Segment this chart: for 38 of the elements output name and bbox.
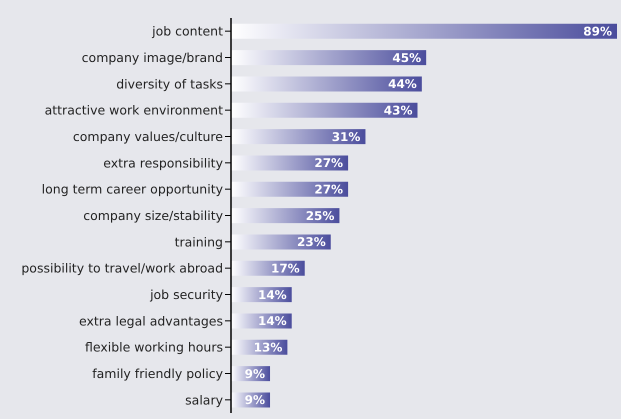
y-tick-label: extra responsibility	[103, 155, 224, 170]
data-label: 44%	[388, 77, 417, 92]
bar	[231, 129, 366, 144]
bar	[231, 24, 617, 39]
bar	[231, 102, 418, 118]
y-tick-label: job content	[151, 24, 224, 39]
data-label: 9%	[244, 366, 266, 381]
data-label: 13%	[254, 340, 282, 355]
data-label: 14%	[258, 288, 287, 302]
data-label: 31%	[332, 130, 360, 144]
y-tick-label: attractive work environment	[44, 102, 224, 118]
y-tick-label: diversity of tasks	[116, 76, 223, 92]
y-tick-label: extra legal advantages	[78, 313, 223, 328]
y-tick-label: possibility to travel/work abroad	[21, 260, 223, 276]
y-tick-label: training	[174, 234, 223, 250]
bar	[231, 50, 426, 66]
bar	[231, 76, 422, 92]
y-tick-label: company image/brand	[82, 50, 223, 65]
y-tick-label: company values/culture	[72, 128, 224, 144]
data-label: 27%	[314, 156, 344, 170]
bar	[231, 182, 348, 197]
data-label: 25%	[306, 208, 334, 223]
data-label: 43%	[384, 104, 412, 118]
y-tick-label: family friendly policy	[92, 366, 224, 381]
data-label: 45%	[392, 50, 422, 65]
data-label: 17%	[270, 262, 300, 276]
data-label: 23%	[297, 235, 326, 250]
data-label: 14%	[258, 314, 287, 328]
data-label: 89%	[583, 24, 612, 39]
y-tick-label: job security	[149, 286, 224, 302]
bar	[231, 208, 340, 224]
bar	[231, 155, 348, 170]
y-tick-label: salary	[185, 392, 224, 408]
data-label: 9%	[244, 393, 266, 408]
y-tick-label: flexible working hours	[85, 340, 223, 355]
y-tick-label: company size/stability	[83, 208, 224, 223]
data-label: 27%	[314, 182, 344, 197]
y-tick-label: long term career opportunity	[42, 182, 224, 197]
